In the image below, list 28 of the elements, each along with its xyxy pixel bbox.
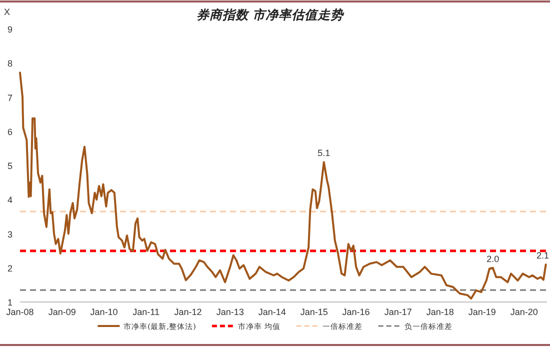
- annotation: 2.0: [486, 254, 500, 264]
- x-tick-label: Jan-08: [6, 307, 34, 317]
- x-tick-label: Jan-12: [174, 307, 202, 317]
- x-tick-label: Jan-18: [426, 307, 454, 317]
- y-tick-label: 7: [7, 92, 13, 103]
- x-tick-label: Jan-16: [342, 307, 370, 317]
- y-tick-label: 6: [7, 126, 13, 137]
- x-tick-label: Jan-14: [258, 307, 286, 317]
- x-tick-label: Jan-19: [468, 307, 496, 317]
- y-axis-title: X: [4, 7, 10, 17]
- x-tick-label: Jan-17: [384, 307, 412, 317]
- line-series: [19, 72, 547, 300]
- x-tick-label: Jan-09: [48, 307, 76, 317]
- y-tick-label: 8: [7, 58, 13, 69]
- y-tick-label: 5: [7, 161, 13, 171]
- y-tick-label: 2: [7, 263, 13, 274]
- x-tick-label: Jan-20: [510, 307, 538, 317]
- x-tick-label: Jan-10: [90, 307, 118, 317]
- y-tick-label: 1: [7, 298, 13, 308]
- annotation: 2.1: [536, 250, 549, 260]
- y-tick-label: 3: [7, 229, 13, 240]
- chart-title: 券商指数 市净率估值走势: [196, 7, 345, 22]
- x-tick-label: Jan-15: [300, 307, 328, 317]
- x-tick-label: Jan-11: [132, 307, 160, 317]
- x-tick-label: Jan-13: [216, 307, 244, 317]
- annotation: 5.1: [318, 148, 330, 158]
- y-tick-label: 9: [7, 24, 13, 34]
- y-tick-label: 4: [7, 195, 13, 206]
